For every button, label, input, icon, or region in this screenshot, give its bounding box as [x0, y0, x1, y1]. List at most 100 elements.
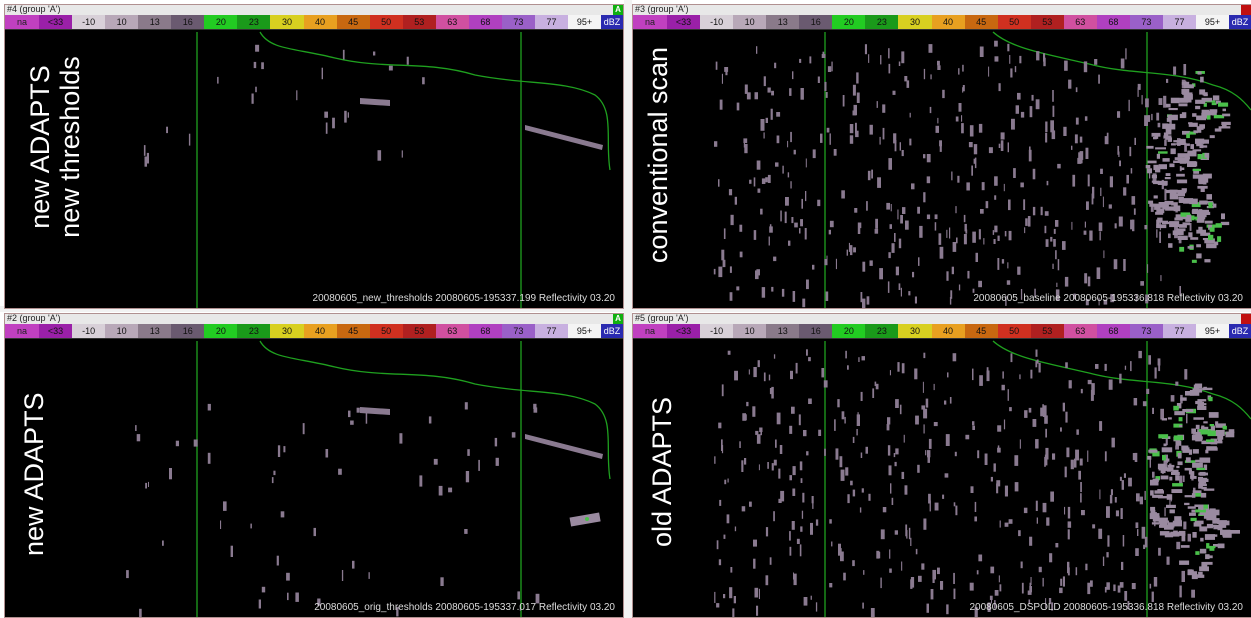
- radar-echo: [325, 449, 329, 458]
- radar-echo: [721, 384, 724, 397]
- strong-echo: [1196, 115, 1207, 121]
- strong-echo: [1192, 462, 1203, 468]
- radar-echo: [1019, 374, 1021, 380]
- radar-echo: [1117, 111, 1121, 118]
- radar-echo: [1134, 137, 1136, 145]
- strong-echo: [1172, 230, 1184, 236]
- strong-echo: [1162, 207, 1169, 210]
- radar-display[interactable]: [633, 30, 1251, 309]
- radar-echo: [901, 561, 903, 571]
- radar-echo: [723, 594, 726, 599]
- radar-echo: [999, 584, 1002, 592]
- radar-echo: [1123, 473, 1126, 478]
- radar-echo: [1147, 115, 1151, 122]
- radar-echo: [855, 130, 859, 138]
- strong-echo: [1150, 479, 1159, 486]
- strong-echo: [1193, 384, 1199, 390]
- strong-echo: [1165, 137, 1171, 140]
- radar-echo: [1062, 576, 1065, 587]
- radar-echo: [852, 84, 856, 96]
- radar-echo: [1040, 407, 1044, 417]
- radar-panel-new-thresholds[interactable]: #4 (group 'A') A na <33 -10 10 13 16 20 23 30 40 4…: [4, 4, 624, 309]
- strong-echo: [1173, 140, 1184, 143]
- group-badge[interactable]: [1241, 314, 1251, 324]
- strong-echo: [1159, 531, 1170, 536]
- strong-echo: [1161, 447, 1173, 453]
- strong-echo: [1183, 84, 1194, 89]
- reflectivity-colorbar: na <33 -10 10 13 16 20 23 30 40 45 50 53 63 68 73 77 95+ d…: [5, 15, 623, 30]
- radar-display[interactable]: [5, 339, 624, 618]
- radar-echo: [988, 147, 993, 154]
- radar-echo: [313, 527, 316, 537]
- radar-echo: [1135, 522, 1139, 529]
- radar-display[interactable]: [5, 30, 624, 309]
- strong-echo: [1177, 192, 1185, 197]
- strong-echo: [1184, 467, 1192, 471]
- strong-echo: [1191, 215, 1195, 221]
- strong-echo: [1229, 530, 1240, 534]
- radar-panel-new-adapts[interactable]: #2 (group 'A') A na <33 -10 10 13 16 20 23 30 40 4…: [4, 313, 624, 618]
- strong-echo: [1206, 194, 1212, 200]
- radar-echo: [1020, 289, 1023, 300]
- radar-echo: [994, 56, 999, 62]
- group-badge[interactable]: [1241, 5, 1251, 15]
- radar-echo: [1080, 493, 1082, 503]
- radar-echo: [933, 422, 938, 427]
- radar-echo: [889, 568, 892, 573]
- radar-echo: [1166, 556, 1170, 565]
- radar-echo: [891, 497, 894, 505]
- colorbar-segment: 50: [369, 15, 403, 29]
- strong-echo: [1168, 108, 1178, 111]
- radar-echo: [779, 445, 783, 454]
- radar-echo: [903, 434, 905, 443]
- radar-echo: [1137, 83, 1141, 90]
- radar-echo: [935, 125, 939, 133]
- radar-echo: [1085, 563, 1088, 571]
- radar-echo: [1051, 602, 1054, 611]
- radar-panel-conventional-scan[interactable]: #3 (group 'A') na <33 -10 10 13 16 20 23 30 40 45 5…: [632, 4, 1251, 309]
- strong-echo: [1215, 430, 1225, 436]
- colorbar-na-segment: na: [5, 15, 39, 29]
- radar-echo: [791, 521, 795, 530]
- radar-echo: [991, 598, 992, 604]
- radar-echo: [780, 490, 785, 502]
- radar-echo: [760, 208, 763, 215]
- strong-echo: [1151, 174, 1157, 179]
- radar-echo: [880, 577, 882, 589]
- group-badge[interactable]: A: [613, 5, 623, 15]
- strong-echo: [1192, 168, 1201, 172]
- radar-echo: [968, 142, 973, 148]
- radar-echo: [852, 436, 855, 443]
- vertical-splitter[interactable]: [624, 0, 632, 618]
- radar-display[interactable]: [633, 339, 1251, 618]
- radar-echo: [739, 224, 743, 232]
- radar-echo: [727, 350, 731, 355]
- scan-caption: 20080605_baseline 20080605-195336.818 Re…: [973, 293, 1243, 304]
- colorbar-segment: 23: [237, 324, 271, 338]
- radar-echo: [806, 349, 808, 356]
- radar-echo: [952, 242, 957, 252]
- strong-echo: [1217, 527, 1223, 531]
- radar-echo: [897, 362, 900, 372]
- strong-echo: [1197, 129, 1202, 133]
- radar-panel-old-adapts[interactable]: #5 (group 'A') na <33 -10 10 13 16 20 23 30 40 45 5…: [632, 313, 1251, 618]
- radar-echo: [1114, 223, 1117, 229]
- radar-echo: [808, 398, 812, 404]
- strong-echo: [1187, 246, 1194, 249]
- radar-echo: [1152, 471, 1155, 478]
- radar-echo: [302, 423, 305, 435]
- radar-echo: [978, 554, 983, 562]
- radar-echo: [724, 479, 727, 485]
- radar-echo: [987, 602, 991, 612]
- radar-echo: [169, 468, 172, 480]
- panel-label: conventional scan: [643, 30, 673, 280]
- radar-echo: [1118, 216, 1123, 227]
- radar-echo: [993, 463, 996, 472]
- radar-echo: [835, 258, 837, 270]
- strong-echo: [1147, 160, 1157, 164]
- radar-echo: [849, 135, 854, 144]
- group-badge[interactable]: A: [613, 314, 623, 324]
- radar-echo: [1073, 293, 1076, 300]
- strong-echo: [1194, 493, 1205, 497]
- strong-echo: [1177, 153, 1188, 158]
